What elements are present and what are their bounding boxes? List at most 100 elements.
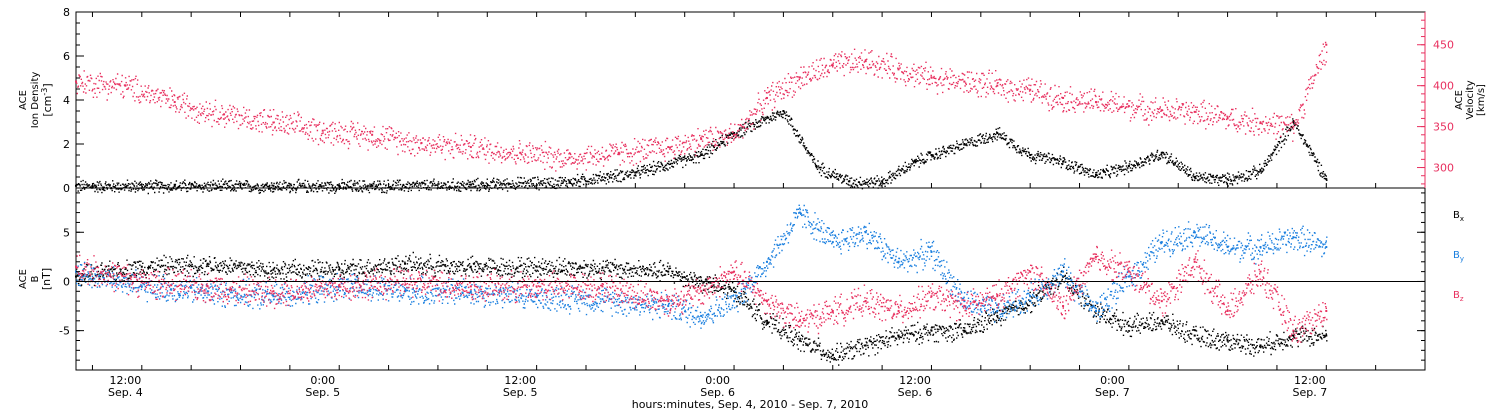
bx-series-point: [930, 329, 933, 332]
velocity-series-point: [963, 80, 966, 83]
bz-series-point: [1325, 309, 1328, 312]
ytick-right-label: 300: [1433, 162, 1454, 175]
xtick-day-label: Sep. 7: [1292, 386, 1327, 399]
xtick-day-label: Sep. 5: [503, 386, 538, 399]
bz-series-point: [1292, 329, 1295, 332]
bz-series-point: [733, 270, 736, 273]
ytick-left-label: 0: [63, 182, 70, 195]
xtick-time-label: 0:00: [310, 374, 335, 387]
legend-bx: Bx: [1453, 210, 1464, 223]
bx-series-point: [272, 268, 275, 271]
data-marks: [75, 41, 1328, 366]
ion-density-series-point: [272, 184, 275, 187]
density-axis-label-name: Ion Density: [30, 72, 41, 129]
by-series-point: [798, 211, 801, 214]
velocity-series-point: [223, 113, 226, 116]
by-series-point: [469, 290, 472, 293]
xtick-day-label: Sep. 7: [1095, 386, 1130, 399]
bx-series-point: [1193, 334, 1196, 337]
velocity-series-point: [321, 129, 324, 132]
velocity-series-point: [124, 84, 127, 87]
b-axis-label-2: [nT]: [40, 268, 53, 290]
by-series-point: [1325, 246, 1328, 249]
by-series-point: [1259, 246, 1262, 249]
bx-series-point: [765, 319, 768, 322]
ion-density-series-point: [996, 132, 999, 134]
velocity-axis-label-0: ACE: [1454, 90, 1465, 110]
by-series-point: [897, 260, 900, 263]
bottom-panel-frame: [75, 187, 1426, 371]
bx-series-point: [1325, 334, 1328, 337]
bx-series-point: [864, 344, 867, 347]
axes: 0 2 4 6 8 300 350 400 450 -5 0 5: [59, 6, 1454, 370]
bz-series-point: [206, 285, 209, 288]
by-series-point: [1094, 309, 1097, 312]
density-axis-label-ace: ACE: [18, 90, 29, 110]
bx-series-point: [140, 265, 143, 268]
velocity-series-point: [765, 96, 768, 99]
bx-series-point: [733, 290, 736, 293]
ion-density-series-point: [1292, 121, 1295, 123]
velocity-series-point: [996, 84, 999, 87]
ytick-right-label: 400: [1433, 80, 1454, 93]
bx-series-point: [667, 270, 670, 273]
velocity-series-point: [1226, 117, 1229, 120]
ytick-left-label: 8: [63, 6, 70, 19]
bz-series-point: [1062, 305, 1065, 308]
bz-series-point: [1127, 270, 1130, 273]
xtick-time-label: 12:00: [1294, 374, 1326, 387]
velocity-series-scatter: [76, 41, 1328, 172]
by-series-point: [601, 298, 604, 301]
ion-density-series: [75, 110, 1328, 195]
velocity-series-point: [568, 156, 571, 159]
ion-density-series-point: [1259, 169, 1262, 172]
velocity-axis-label-1: Velocity: [1465, 80, 1476, 119]
bx-series-scatter: [76, 251, 1328, 366]
bz-series-point: [1226, 309, 1229, 312]
bz-series-point: [667, 300, 670, 303]
ytick-left-label: 2: [63, 138, 70, 151]
by-series-point: [667, 305, 670, 308]
x-axis-title: hours:minutes, Sep. 4, 2010 - Sep. 7, 20…: [632, 398, 869, 410]
velocity-series-point: [1325, 43, 1328, 46]
by-series-point: [206, 290, 209, 293]
bx-series-point: [1160, 319, 1163, 322]
velocity-series-point: [1292, 125, 1295, 128]
bx-series-point: [1259, 344, 1262, 347]
bx-series-point: [338, 268, 341, 271]
legend-bz: Bz: [1453, 290, 1464, 303]
by-series-point: [272, 295, 275, 298]
by-series-point: [1029, 295, 1032, 298]
bz-series-point: [930, 295, 933, 298]
by-series-point: [831, 241, 834, 244]
by-series-point: [1292, 236, 1295, 239]
velocity-series-point: [469, 146, 472, 149]
ytick-bottom-label: -5: [59, 325, 70, 338]
xtick-time-label: 0:00: [705, 374, 730, 387]
by-series-point: [700, 314, 703, 317]
axis-labels: ACE Ion Density [cm-3]ACE Velocity [km/s]ACE…: [18, 72, 1487, 410]
by-series-point: [1226, 246, 1229, 249]
xtick-time-label: 12:00: [899, 374, 931, 387]
bx-series-point: [1292, 334, 1295, 337]
legend-by: By: [1453, 250, 1464, 263]
velocity-series-point: [75, 80, 77, 83]
b-axis-label-0: ACE: [18, 269, 29, 289]
bx-series-point: [963, 329, 966, 332]
bx-series-point: [404, 262, 407, 265]
bz-series-point: [1259, 270, 1262, 273]
by-series-point: [864, 231, 867, 234]
bx-series-point: [206, 262, 209, 265]
velocity-series-point: [864, 60, 867, 63]
velocity-series-point: [519, 151, 522, 154]
bz-series-point: [1160, 300, 1163, 303]
xtick-time-label: 12:00: [504, 374, 536, 387]
bz-series-point: [1193, 260, 1196, 263]
ion-density-series-point: [1094, 173, 1097, 176]
ytick-left-label: 6: [63, 50, 70, 63]
velocity-series-point: [1127, 105, 1130, 108]
ion-density-series-point: [914, 160, 917, 163]
by-series-point: [930, 250, 933, 253]
by-series-point: [140, 285, 143, 288]
